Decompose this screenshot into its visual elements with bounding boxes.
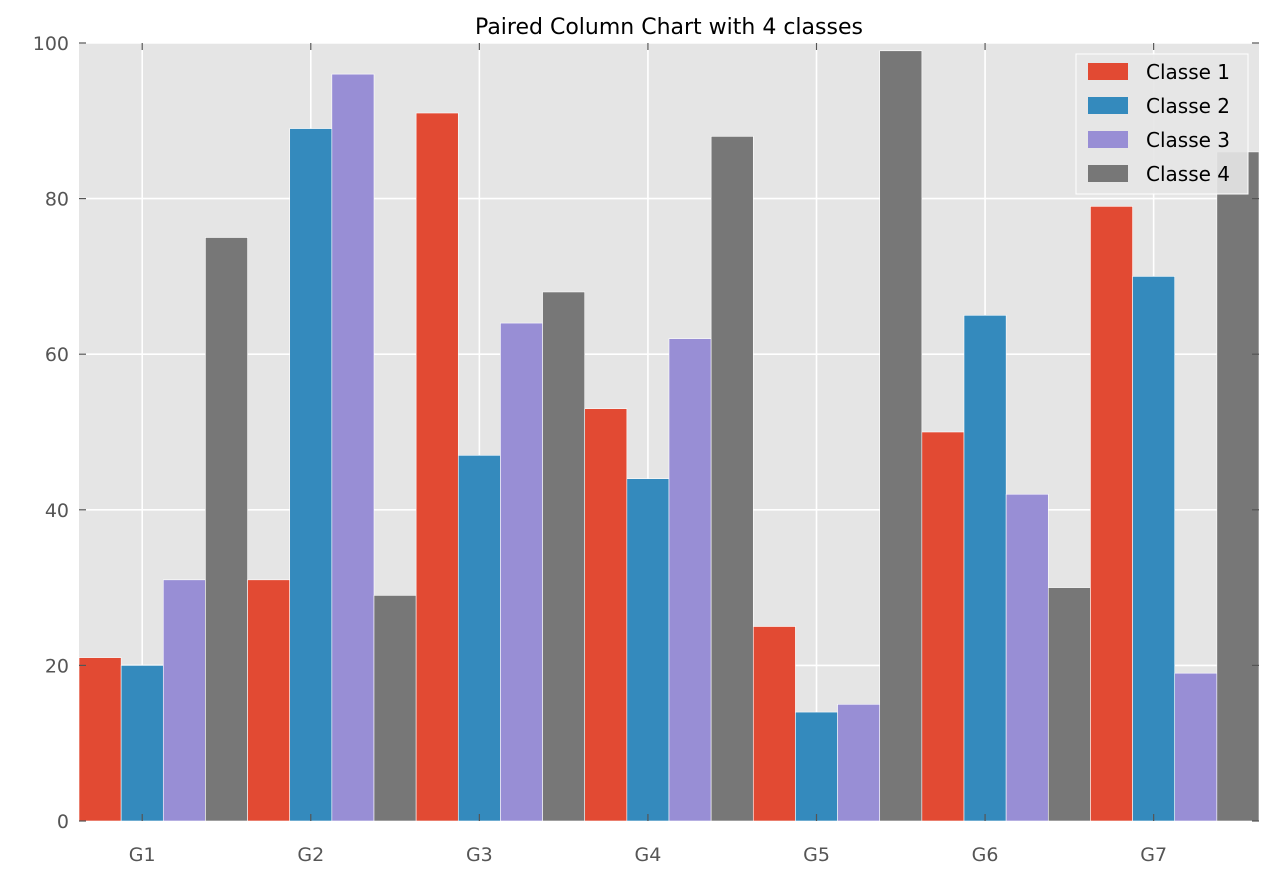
x-tick-label: G7: [1140, 844, 1167, 866]
bar: [1174, 672, 1218, 822]
legend-label: Classe 4: [1146, 162, 1230, 186]
x-tick-label: G6: [972, 844, 999, 866]
bar: [795, 711, 838, 822]
bar: [373, 595, 417, 822]
legend-swatch: [1088, 63, 1128, 80]
y-tick-label: 100: [33, 33, 69, 55]
bar: [710, 136, 754, 822]
y-tick-label: 20: [45, 655, 69, 677]
legend: Classe 1 Classe 2 Classe 3 Classe 4: [1075, 53, 1249, 195]
x-tick-label: G2: [297, 844, 324, 866]
bar: [331, 73, 375, 822]
bar: [837, 703, 881, 822]
bar: [584, 408, 628, 822]
x-tick-label: G4: [635, 844, 662, 866]
legend-swatch: [1088, 131, 1128, 148]
chart-title: Paired Column Chart with 4 classes: [475, 15, 863, 40]
x-tick-label: G3: [466, 844, 493, 866]
legend-label: Classe 3: [1146, 128, 1230, 152]
legend-swatch: [1088, 165, 1128, 182]
bar: [921, 431, 965, 822]
bar: [457, 455, 501, 822]
bar: [668, 338, 712, 822]
legend-label: Classe 1: [1146, 60, 1230, 84]
y-tick-label: 0: [57, 811, 69, 833]
x-tick-label: G1: [129, 844, 156, 866]
bar: [1047, 587, 1091, 822]
bar: [963, 314, 1007, 822]
bar: [78, 657, 122, 822]
legend-swatch: [1088, 97, 1128, 114]
x-tick-label: G5: [803, 844, 830, 866]
bar: [1005, 493, 1049, 822]
bar: [205, 237, 248, 822]
bar: [626, 478, 670, 822]
bar: [415, 112, 459, 822]
bar: [1090, 206, 1133, 822]
bar: [120, 665, 164, 822]
y-tick-label: 40: [45, 500, 69, 522]
legend-label: Classe 2: [1146, 94, 1230, 118]
y-tick-label: 80: [45, 189, 69, 211]
bar: [289, 128, 333, 822]
bar: [1216, 151, 1260, 822]
y-tick-label: 60: [45, 344, 69, 366]
bar: [542, 291, 586, 822]
bar: [247, 579, 291, 822]
bar: [879, 50, 923, 822]
bar: [500, 322, 543, 822]
bar: [1132, 276, 1176, 822]
bar: [162, 579, 206, 822]
bar: [752, 626, 796, 822]
